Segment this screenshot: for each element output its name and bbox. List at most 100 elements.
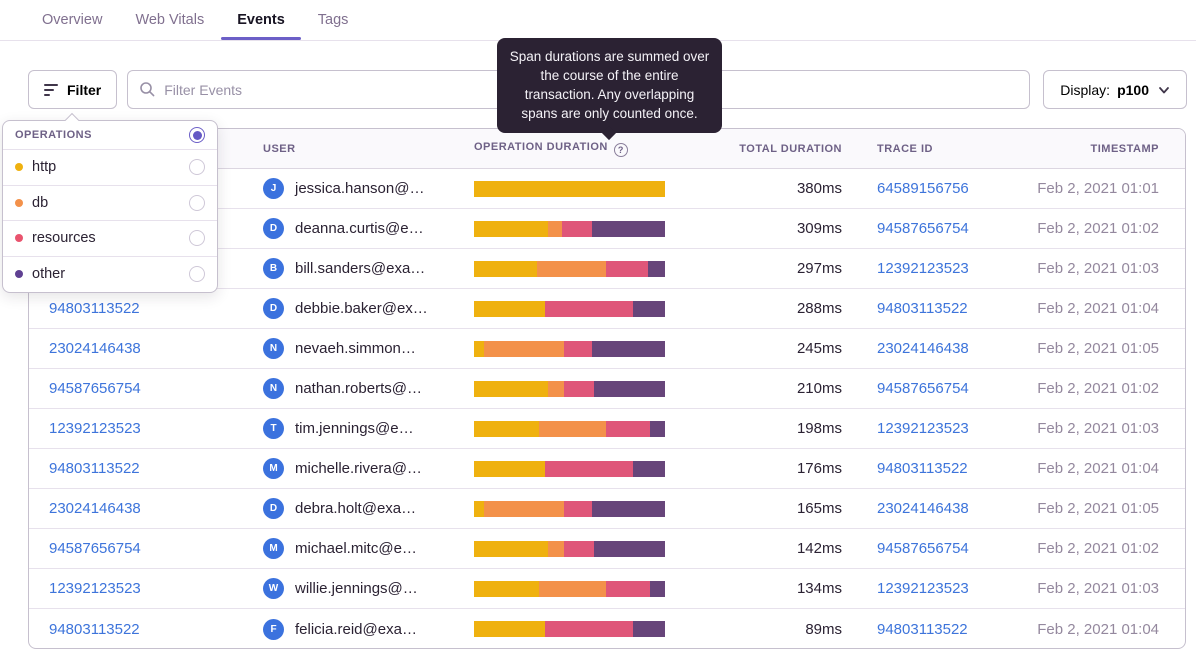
event-id-link[interactable]: 23024146438 bbox=[49, 500, 141, 517]
user-email: felicia.reid@exa… bbox=[295, 620, 417, 638]
event-id-link[interactable]: 12392123523 bbox=[49, 580, 141, 597]
event-id-link[interactable]: 23024146438 bbox=[49, 340, 141, 357]
trace-id-link[interactable]: 12392123523 bbox=[877, 420, 969, 437]
display-value: p100 bbox=[1117, 81, 1149, 98]
timestamp: Feb 2, 2021 01:04 bbox=[1037, 460, 1159, 477]
avatar: M bbox=[263, 458, 284, 479]
http-segment bbox=[474, 340, 484, 357]
event-id-link[interactable]: 94587656754 bbox=[49, 380, 141, 397]
avatar: D bbox=[263, 498, 284, 519]
operations-dropdown: OPERATIONS http db resources other bbox=[2, 112, 218, 293]
trace-id-link[interactable]: 94803113522 bbox=[877, 620, 968, 638]
other-segment bbox=[594, 380, 665, 397]
db-segment bbox=[538, 420, 606, 437]
trace-id-link[interactable]: 94803113522 bbox=[877, 460, 968, 477]
other-segment bbox=[592, 500, 665, 517]
event-id-link[interactable]: 94803113522 bbox=[49, 300, 140, 317]
operation-label: http bbox=[32, 159, 57, 176]
operation-radio[interactable] bbox=[189, 266, 205, 283]
resources-color-dot-icon bbox=[15, 234, 23, 243]
timestamp: Feb 2, 2021 01:03 bbox=[1037, 420, 1159, 437]
trace-id-link[interactable]: 94587656754 bbox=[877, 540, 969, 557]
operation-radio[interactable] bbox=[189, 159, 205, 176]
operation-radio[interactable] bbox=[189, 230, 205, 247]
avatar: W bbox=[263, 578, 284, 599]
operation-duration-bar bbox=[474, 340, 665, 357]
operation-duration-bar bbox=[474, 380, 665, 397]
filter-button[interactable]: Filter bbox=[28, 70, 118, 109]
display-dropdown-button[interactable]: Display: p100 bbox=[1043, 70, 1187, 109]
event-id-link[interactable]: 94587656754 bbox=[49, 540, 141, 557]
other-segment bbox=[592, 220, 665, 237]
tab-web-vitals[interactable]: Web Vitals bbox=[135, 12, 205, 28]
operations-all-radio[interactable] bbox=[189, 127, 205, 143]
trace-id-link[interactable]: 23024146438 bbox=[877, 340, 969, 357]
avatar: J bbox=[263, 178, 284, 199]
trace-id-link[interactable]: 64589156756 bbox=[877, 180, 969, 197]
trace-id-link[interactable]: 94803113522 bbox=[877, 300, 968, 317]
operation-filter-item-http[interactable]: http bbox=[3, 150, 217, 186]
trace-id-link[interactable]: 94587656754 bbox=[877, 380, 969, 397]
column-header-total-duration: TOTAL DURATION bbox=[739, 142, 842, 155]
resources-segment bbox=[544, 300, 633, 317]
other-segment bbox=[649, 580, 665, 597]
timestamp: Feb 2, 2021 01:01 bbox=[1037, 180, 1159, 197]
operation-filter-item-resources[interactable]: resources bbox=[3, 221, 217, 257]
tab-overview[interactable]: Overview bbox=[42, 12, 103, 28]
operation-filter-item-other[interactable]: other bbox=[3, 257, 217, 293]
avatar: M bbox=[263, 538, 284, 559]
http-segment bbox=[474, 621, 545, 637]
timestamp: Feb 2, 2021 01:04 bbox=[1037, 300, 1159, 317]
resources-segment bbox=[605, 420, 650, 437]
total-duration: 134ms bbox=[796, 580, 842, 597]
operation-filter-item-db[interactable]: db bbox=[3, 186, 217, 221]
user-email: debbie.baker@ex… bbox=[295, 300, 428, 317]
trace-id-link[interactable]: 94587656754 bbox=[877, 220, 969, 237]
tab-tags[interactable]: Tags bbox=[317, 12, 349, 28]
user-email: tim.jennings@e… bbox=[295, 420, 414, 437]
db-segment bbox=[483, 340, 564, 357]
trace-id-link[interactable]: 12392123523 bbox=[877, 580, 969, 597]
help-icon[interactable]: ? bbox=[613, 142, 628, 157]
user-email: michael.mitc@e… bbox=[295, 540, 417, 557]
operation-duration-bar bbox=[474, 540, 665, 557]
operation-duration-bar bbox=[474, 580, 665, 597]
tab-events[interactable]: Events bbox=[221, 0, 301, 40]
trace-id-link[interactable]: 12392123523 bbox=[877, 260, 969, 277]
operations-heading: OPERATIONS bbox=[15, 129, 92, 141]
event-id-link[interactable]: 94803113522 bbox=[49, 620, 140, 638]
other-segment bbox=[594, 540, 665, 557]
db-segment bbox=[537, 260, 606, 277]
db-segment bbox=[538, 580, 606, 597]
user-email: nathan.roberts@… bbox=[295, 380, 422, 397]
resources-segment bbox=[605, 580, 650, 597]
column-header-user: USER bbox=[263, 142, 296, 155]
timestamp: Feb 2, 2021 01:03 bbox=[1037, 260, 1159, 277]
filter-button-label: Filter bbox=[67, 81, 102, 98]
trace-id-link[interactable]: 23024146438 bbox=[877, 500, 969, 517]
http-segment bbox=[474, 540, 549, 557]
events-table: USER OPERATION DURATION? TOTAL DURATION … bbox=[28, 128, 1186, 649]
total-duration: 297ms bbox=[796, 260, 842, 277]
http-segment bbox=[474, 420, 539, 437]
avatar: N bbox=[263, 338, 284, 359]
search-icon bbox=[140, 82, 155, 97]
event-id-link[interactable]: 94803113522 bbox=[49, 460, 140, 477]
avatar: N bbox=[263, 378, 284, 399]
operation-duration-bar bbox=[474, 180, 665, 197]
http-segment bbox=[474, 260, 538, 277]
avatar: D bbox=[263, 218, 284, 239]
operation-radio[interactable] bbox=[189, 194, 205, 211]
http-color-dot-icon bbox=[15, 163, 23, 172]
event-id-link[interactable]: 12392123523 bbox=[49, 420, 141, 437]
user-email: deanna.curtis@e… bbox=[295, 220, 424, 237]
chevron-down-icon bbox=[1159, 86, 1169, 93]
operation-duration-bar bbox=[474, 420, 665, 437]
http-segment bbox=[474, 300, 545, 317]
resources-segment bbox=[563, 380, 595, 397]
resources-segment bbox=[561, 220, 593, 237]
http-segment bbox=[474, 500, 484, 517]
